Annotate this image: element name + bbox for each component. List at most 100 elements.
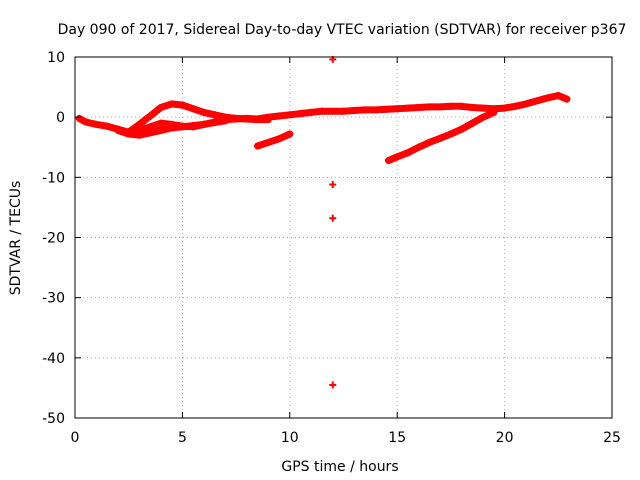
data-point	[385, 156, 393, 164]
y-axis-label: SDTVAR / TECUs	[8, 181, 24, 296]
series-band	[75, 92, 571, 136]
data-point	[361, 106, 369, 114]
data-series	[75, 55, 571, 389]
x-tick-label: 20	[496, 430, 514, 446]
x-tick-label: 25	[603, 430, 621, 446]
data-point	[189, 122, 197, 130]
series-lower-band-2-to-7-h	[114, 117, 229, 139]
data-point	[92, 120, 100, 128]
data-point	[544, 94, 552, 102]
data-point	[522, 100, 530, 108]
data-point	[563, 95, 571, 103]
data-point	[479, 113, 487, 121]
data-point	[232, 114, 240, 122]
data-point	[479, 104, 487, 112]
data-point	[490, 108, 498, 116]
data-point	[264, 116, 272, 124]
data-point	[468, 104, 476, 112]
data-point	[329, 214, 337, 222]
data-point	[307, 108, 315, 116]
data-point	[286, 111, 294, 119]
data-point	[135, 120, 143, 128]
data-point	[135, 131, 143, 139]
data-point	[533, 97, 541, 105]
chart-title: Day 090 of 2017, Sidereal Day-to-day VTE…	[58, 22, 627, 38]
data-point	[554, 92, 562, 100]
data-point	[393, 105, 401, 113]
series-outliers-near-12-h	[329, 55, 337, 389]
data-point	[146, 112, 154, 120]
data-point	[425, 138, 433, 146]
series-band	[385, 108, 498, 164]
data-point	[114, 126, 122, 134]
data-point	[211, 111, 219, 119]
y-tick-label: -10	[42, 170, 65, 186]
data-point	[125, 130, 133, 138]
data-point	[468, 119, 476, 127]
data-point	[146, 123, 154, 131]
data-point	[168, 124, 176, 132]
data-point	[447, 130, 455, 138]
data-point	[157, 126, 165, 134]
data-point	[157, 119, 165, 127]
data-point	[372, 106, 380, 114]
series-short-descending-track	[254, 130, 294, 150]
data-point	[146, 129, 154, 137]
y-tick-label: 10	[47, 50, 65, 66]
x-axis-label: GPS time / hours	[281, 459, 398, 475]
data-point	[404, 104, 412, 112]
data-point	[511, 102, 519, 110]
x-tick-label: 10	[281, 430, 299, 446]
y-tick-label: -50	[42, 411, 65, 427]
data-point	[168, 100, 176, 108]
data-point	[243, 115, 251, 123]
data-point	[103, 122, 111, 130]
y-tick-label: -30	[42, 291, 65, 307]
data-point	[178, 101, 186, 109]
data-point	[425, 103, 433, 111]
x-tick-label: 0	[71, 430, 80, 446]
data-point	[221, 117, 229, 125]
data-point	[82, 118, 90, 126]
data-point	[329, 381, 337, 389]
data-point	[318, 107, 326, 115]
y-tick-label: -20	[42, 231, 65, 247]
data-point	[254, 116, 262, 124]
y-tick-label: 0	[56, 110, 65, 126]
series-band	[254, 130, 294, 150]
data-point	[178, 123, 186, 131]
data-point	[200, 108, 208, 116]
axis-ticks	[74, 56, 613, 419]
data-point	[329, 181, 337, 189]
data-point	[286, 130, 294, 138]
data-point	[458, 125, 466, 133]
data-point	[211, 119, 219, 127]
data-point	[254, 142, 262, 150]
x-tick-label: 5	[178, 430, 187, 446]
series-rising-track-14-5-to-19-5-h	[385, 108, 498, 164]
y-tick-label: -40	[42, 351, 65, 367]
data-point	[382, 105, 390, 113]
data-point	[404, 149, 412, 157]
data-point	[350, 107, 358, 115]
data-point	[447, 102, 455, 110]
data-point	[264, 138, 272, 146]
x-tick-label: 15	[388, 430, 406, 446]
data-point	[415, 143, 423, 151]
data-point	[189, 105, 197, 113]
data-point	[340, 107, 347, 115]
data-point	[157, 104, 165, 112]
data-point	[458, 102, 466, 110]
data-point	[501, 104, 509, 112]
data-point	[436, 134, 444, 142]
data-point	[393, 153, 401, 161]
data-point	[275, 135, 283, 143]
data-point	[75, 114, 83, 122]
data-point	[297, 110, 305, 118]
data-point	[200, 120, 208, 128]
data-point	[436, 103, 444, 111]
data-point	[415, 104, 423, 112]
data-point	[275, 112, 283, 120]
axis-tick-labels: 0 5 10 15 20 25 -50 -40 -30 -20 -10 0 10	[42, 50, 621, 446]
